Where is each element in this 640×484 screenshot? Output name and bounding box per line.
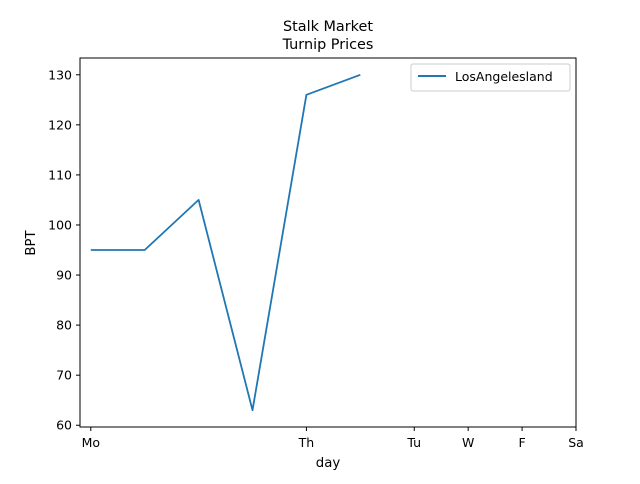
x-axis-label: day (316, 456, 341, 471)
x-tick-label: W (462, 435, 474, 450)
y-tick-label: 60 (56, 418, 72, 433)
x-tick-label: F (518, 435, 525, 450)
x-tick-label: Sa (568, 435, 584, 450)
y-tick-label: 90 (56, 268, 72, 283)
chart-subtitle: Turnip Prices (282, 37, 374, 53)
chart-title: Stalk Market (283, 19, 373, 35)
x-tick-label: Mo (82, 435, 100, 450)
x-tick-label: Tu (406, 435, 421, 450)
y-tick-label: 130 (48, 67, 72, 82)
y-tick-label: 110 (48, 167, 72, 182)
y-tick-label: 70 (56, 368, 72, 383)
legend: LosAngelesland (411, 64, 570, 91)
y-tick-label: 100 (48, 217, 72, 232)
legend-label-losangelesland: LosAngelesland (455, 69, 553, 84)
y-axis-label: BPT (24, 229, 39, 255)
x-tick-label: Th (298, 435, 315, 450)
y-tick-label: 80 (56, 318, 72, 333)
y-tick-label: 120 (48, 117, 72, 132)
